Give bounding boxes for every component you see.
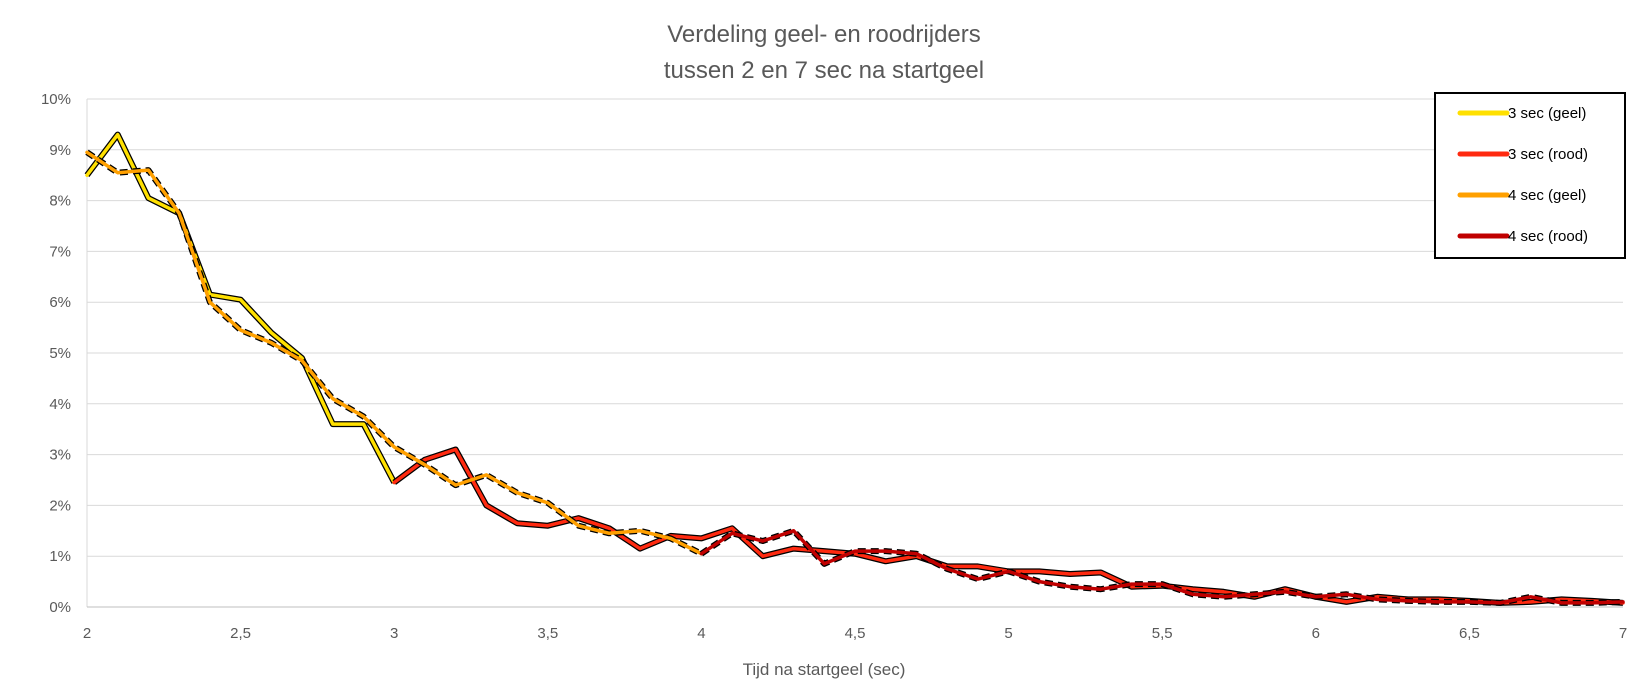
y-tick-label: 3% (49, 447, 71, 464)
legend: 3 sec (geel) 3 sec (rood) 4 sec (geel) 4 se… (1434, 92, 1626, 259)
legend-label: 3 sec (geel) (1508, 105, 1586, 122)
legend-item: 3 sec (geel) (1457, 105, 1586, 122)
x-tick-label: 7 (1619, 625, 1627, 642)
y-tick-label: 1% (49, 548, 71, 565)
series-3 (85, 149, 704, 557)
series-1 (84, 131, 397, 485)
series-outline (699, 527, 1624, 606)
series-line (85, 150, 704, 556)
x-tick-label: 3,5 (537, 625, 558, 642)
y-tick-label: 2% (49, 497, 71, 514)
x-tick-label: 4 (697, 625, 705, 642)
legend-item: 4 sec (geel) (1457, 187, 1586, 204)
y-tick-label: 8% (49, 193, 71, 210)
axes: 0% 1% 2% 3% 4% 5% 6% 7% 8% 9% 10% 2 2,5 3 3,5 4 4,5 5 5,5 6… (41, 91, 1627, 642)
y-tick-label: 4% (49, 396, 71, 413)
legend-box (1434, 92, 1626, 259)
y-tick-label: 7% (49, 243, 71, 260)
x-tick-label: 2 (83, 625, 91, 642)
series-lines (84, 131, 1625, 606)
series-outline (84, 131, 397, 484)
x-tick-label: 4,5 (845, 625, 866, 642)
chart-title-line-1: Verdeling geel- en roodrijders (667, 21, 981, 48)
legend-label: 3 sec (rood) (1508, 146, 1588, 163)
chart-title-line-2: tussen 2 en 7 sec na startgeel (664, 57, 984, 84)
x-tick-label: 6 (1312, 625, 1320, 642)
series-line (699, 529, 1625, 605)
legend-label: 4 sec (geel) (1508, 187, 1586, 204)
x-tick-label: 6,5 (1459, 625, 1480, 642)
y-tick-label: 6% (49, 294, 71, 311)
x-tick-label: 5 (1004, 625, 1012, 642)
x-tick-label: 5,5 (1152, 625, 1173, 642)
series-line (85, 132, 396, 485)
x-tick-label: 2,5 (230, 625, 251, 642)
x-tick-label: 3 (390, 625, 398, 642)
legend-label: 4 sec (rood) (1508, 228, 1588, 245)
y-tick-label: 10% (41, 91, 71, 108)
y-tick-label: 9% (49, 142, 71, 159)
y-tick-label: 0% (49, 599, 71, 616)
y-tick-label: 5% (49, 345, 71, 362)
gridlines (87, 98, 1623, 608)
legend-item: 3 sec (rood) (1457, 146, 1588, 163)
legend-item: 4 sec (rood) (1457, 228, 1588, 245)
series-4 (699, 527, 1625, 606)
x-axis-label: Tijd na startgeel (sec) (743, 660, 906, 679)
